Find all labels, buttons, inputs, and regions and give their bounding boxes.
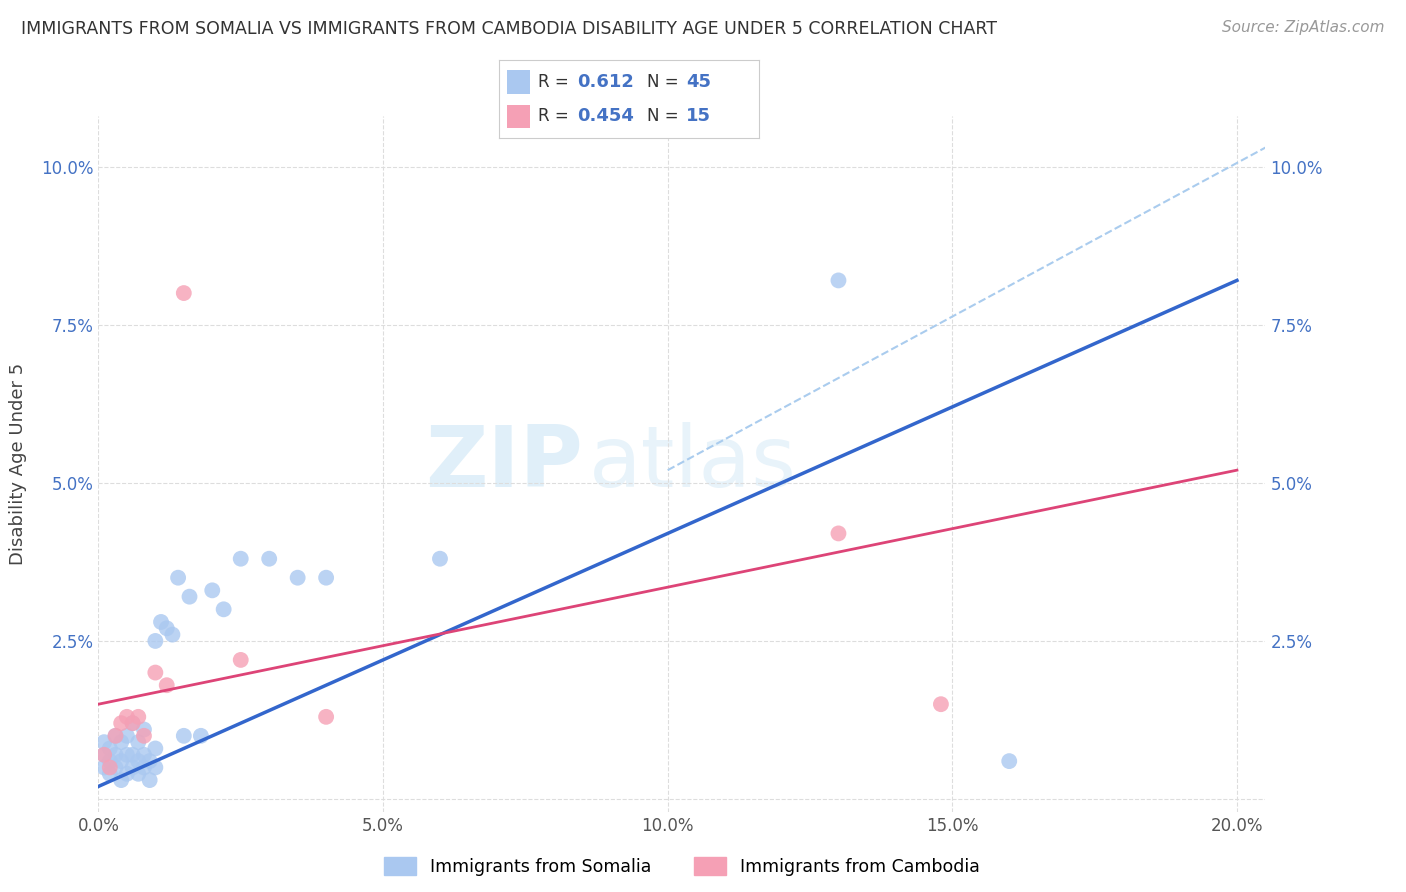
Point: [138, 773, 160, 788]
Point: [315, 710, 337, 724]
Point: [257, 551, 280, 566]
Point: [212, 602, 235, 616]
Point: [156, 621, 179, 635]
Point: [429, 551, 451, 566]
Point: [93, 735, 115, 749]
Point: [287, 571, 309, 585]
FancyBboxPatch shape: [508, 70, 530, 94]
Point: [167, 571, 190, 585]
Legend: Immigrants from Somalia, Immigrants from Cambodia: Immigrants from Somalia, Immigrants from…: [377, 850, 987, 883]
Point: [98, 766, 121, 780]
Point: [121, 760, 143, 774]
Point: [110, 716, 132, 731]
Point: [150, 615, 173, 629]
Point: [162, 627, 184, 641]
Point: [998, 754, 1021, 768]
Point: [127, 710, 149, 724]
Text: 45: 45: [686, 73, 711, 91]
Text: Source: ZipAtlas.com: Source: ZipAtlas.com: [1222, 20, 1385, 35]
Text: 15: 15: [686, 107, 711, 125]
Point: [229, 551, 252, 566]
Text: atlas: atlas: [589, 422, 797, 506]
Point: [127, 766, 149, 780]
Point: [315, 571, 337, 585]
Point: [115, 766, 138, 780]
Point: [121, 716, 143, 731]
Point: [110, 735, 132, 749]
Point: [132, 760, 155, 774]
Point: [143, 634, 166, 648]
Text: IMMIGRANTS FROM SOMALIA VS IMMIGRANTS FROM CAMBODIA DISABILITY AGE UNDER 5 CORRE: IMMIGRANTS FROM SOMALIA VS IMMIGRANTS FR…: [21, 20, 997, 37]
Point: [201, 583, 224, 598]
FancyBboxPatch shape: [508, 104, 530, 128]
Point: [127, 735, 149, 749]
Point: [132, 729, 155, 743]
Point: [121, 716, 143, 731]
Point: [98, 754, 121, 768]
Text: 0.612: 0.612: [578, 73, 634, 91]
Point: [93, 760, 115, 774]
Text: 0.454: 0.454: [578, 107, 634, 125]
Point: [93, 747, 115, 762]
Point: [132, 747, 155, 762]
Point: [143, 741, 166, 756]
Point: [110, 754, 132, 768]
Text: R =: R =: [538, 73, 574, 91]
Text: ZIP: ZIP: [425, 422, 582, 506]
Point: [827, 526, 849, 541]
Point: [98, 741, 121, 756]
Point: [190, 729, 212, 743]
Point: [127, 754, 149, 768]
Point: [104, 747, 127, 762]
Point: [156, 678, 179, 692]
Y-axis label: Disability Age Under 5: Disability Age Under 5: [10, 363, 27, 565]
Point: [827, 273, 849, 287]
Point: [104, 760, 127, 774]
Point: [115, 710, 138, 724]
Point: [98, 760, 121, 774]
Point: [115, 747, 138, 762]
Point: [110, 773, 132, 788]
Point: [104, 729, 127, 743]
Text: N =: N =: [647, 107, 685, 125]
Point: [173, 286, 195, 301]
Point: [173, 729, 195, 743]
Point: [93, 747, 115, 762]
Text: R =: R =: [538, 107, 574, 125]
Point: [104, 729, 127, 743]
Point: [929, 697, 952, 711]
Point: [121, 747, 143, 762]
Point: [115, 729, 138, 743]
Point: [138, 754, 160, 768]
Point: [229, 653, 252, 667]
Point: [143, 760, 166, 774]
Point: [132, 723, 155, 737]
Text: N =: N =: [647, 73, 685, 91]
Point: [143, 665, 166, 680]
Point: [179, 590, 201, 604]
